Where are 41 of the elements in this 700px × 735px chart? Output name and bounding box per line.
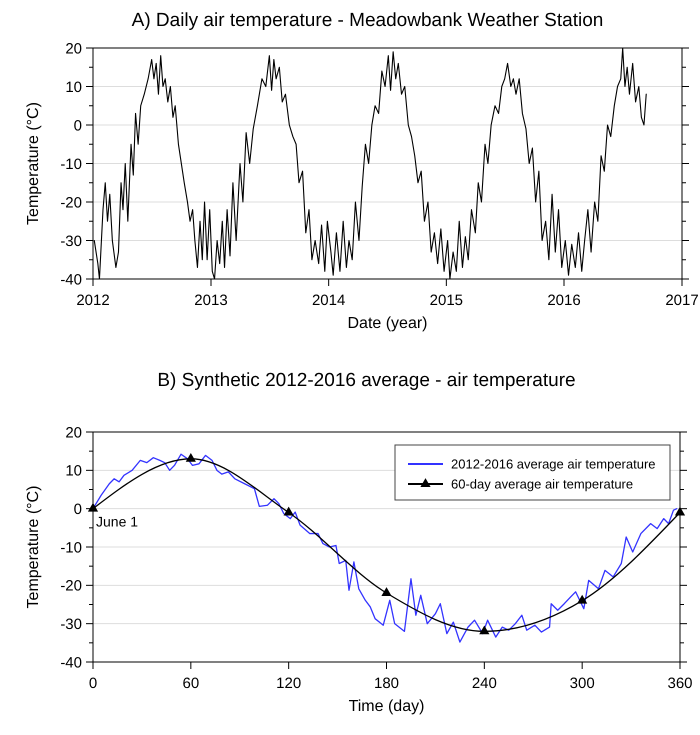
x-tick-label: 300	[570, 675, 595, 692]
x-tick-label: 2013	[194, 292, 228, 309]
x-tick-label: 2017	[665, 292, 699, 309]
y-tick-label: 0	[74, 117, 82, 134]
y-tick-label: -30	[60, 616, 82, 633]
annotation: June 1	[96, 514, 138, 530]
x-tick-label: 60	[182, 675, 200, 692]
x-tick-label: 2012	[76, 292, 110, 309]
y-tick-label: 10	[65, 462, 82, 480]
point	[186, 452, 196, 462]
chart-title: B) Synthetic 2012-2016 average - air temperature	[157, 370, 576, 391]
x-tick-label: 240	[472, 675, 497, 692]
x-tick-label: 0	[88, 675, 98, 692]
x-tick-label: 120	[276, 675, 302, 692]
x-tick-label: 2016	[547, 292, 581, 309]
x-axis-title: Date (year)	[347, 315, 428, 332]
x-tick-label: 2015	[430, 292, 464, 309]
y-tick-label: -20	[60, 194, 82, 212]
legend-label: 60-day average air temperature	[451, 476, 634, 492]
point	[577, 594, 588, 604]
y-tick-label: -10	[60, 156, 82, 173]
y-axis-title: Temperature (°C)	[25, 102, 42, 225]
y-axis-title: Temperature (°C)	[25, 486, 42, 608]
x-tick-label: 2014	[312, 292, 346, 309]
x-tick-label: 180	[374, 675, 400, 692]
y-tick-label: 20	[65, 40, 82, 58]
point	[284, 506, 294, 516]
y-tick-label: 0	[74, 500, 82, 518]
y-tick-label: -40	[60, 654, 82, 672]
x-axis-title: Time (day)	[348, 698, 424, 715]
legend-label: 2012-2016 average air temperature	[451, 456, 656, 472]
x-tick-label: 360	[667, 675, 693, 692]
y-tick-label: -30	[60, 232, 82, 250]
y-tick-label: -10	[60, 539, 82, 556]
point	[381, 587, 392, 596]
point	[479, 625, 490, 634]
y-tick-label: 10	[65, 78, 82, 96]
y-tick-label: -40	[60, 271, 82, 288]
y-tick-label: -20	[60, 578, 82, 595]
y-tick-label: 20	[65, 424, 82, 442]
chart-title: A) Daily air temperature - Meadowbank Weather Station	[132, 10, 604, 31]
